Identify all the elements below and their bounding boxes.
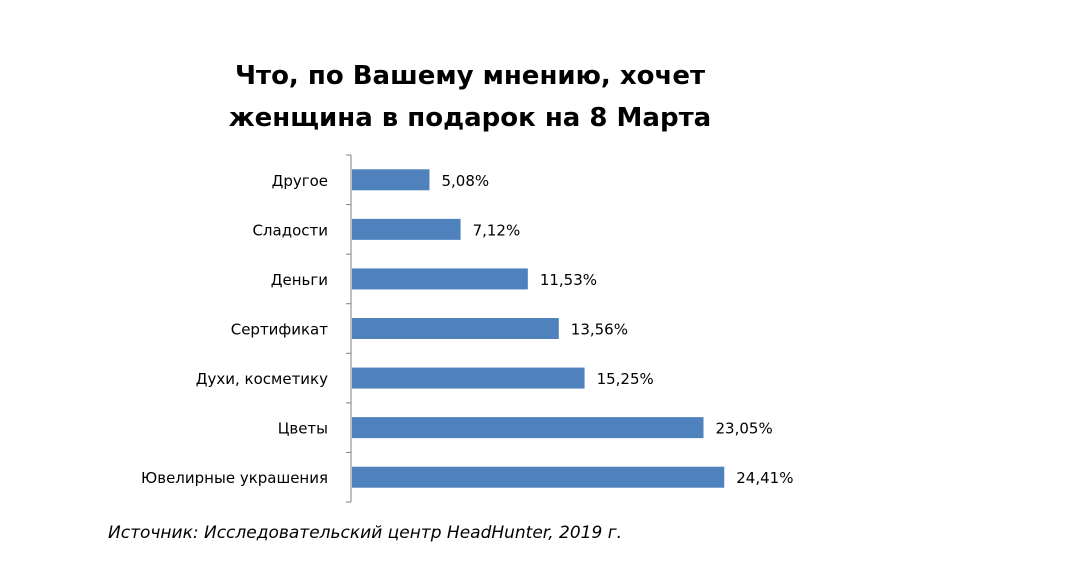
bar <box>352 218 461 240</box>
bar <box>352 367 585 389</box>
data-label: 11,53% <box>540 271 597 289</box>
data-label: 7,12% <box>473 221 521 239</box>
category-label: Деньги <box>271 271 328 289</box>
data-label: 15,25% <box>597 370 654 388</box>
chart-title-line-2: женщина в подарок на 8 Марта <box>228 103 712 133</box>
category-label: Сладости <box>252 221 328 239</box>
data-label: 5,08% <box>441 172 489 190</box>
bar <box>352 169 430 191</box>
category-label: Сертификат <box>231 321 329 339</box>
category-label: Ювелирные украшения <box>141 469 328 487</box>
bar <box>352 268 528 290</box>
data-label: 23,05% <box>716 420 773 438</box>
data-label: 13,56% <box>571 321 628 339</box>
source-note: Источник: Исследовательский центр HeadHu… <box>108 523 623 543</box>
chart-title: Что, по Вашему мнению, хочет женщина в п… <box>190 55 750 139</box>
category-label: Цветы <box>278 420 328 438</box>
chart-title-line-1: Что, по Вашему мнению, хочет <box>234 61 706 91</box>
bar <box>352 318 559 339</box>
category-label: Духи, косметику <box>196 370 328 388</box>
data-label: 24,41% <box>736 469 793 487</box>
bar <box>352 417 704 439</box>
bar <box>352 466 725 488</box>
category-label: Другое <box>272 172 328 190</box>
